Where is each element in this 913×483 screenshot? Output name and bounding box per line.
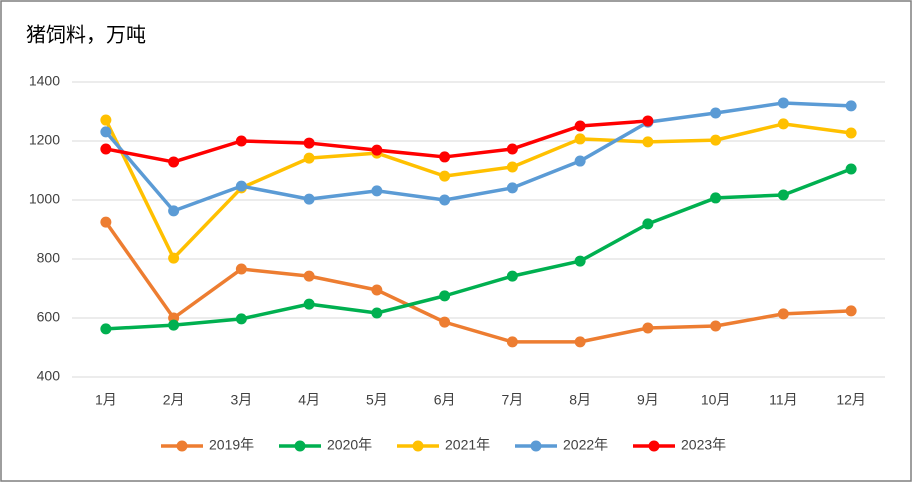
legend-marker: [176, 440, 188, 452]
point: [100, 114, 112, 126]
point: [235, 263, 247, 275]
legend-label: 2020年: [327, 437, 372, 453]
point: [439, 170, 451, 182]
point: [710, 107, 722, 119]
x-tick-label: 5月: [366, 392, 388, 408]
y-tick-label: 400: [37, 368, 61, 384]
point: [371, 284, 383, 296]
point: [235, 313, 247, 325]
point: [642, 115, 654, 127]
x-tick-label: 2月: [163, 392, 185, 408]
point: [371, 185, 383, 197]
x-tick-label: 7月: [501, 392, 523, 408]
x-tick-label: 3月: [230, 392, 252, 408]
point: [845, 305, 857, 317]
point: [235, 135, 247, 147]
series-line: [105, 167, 852, 331]
point: [642, 322, 654, 334]
point: [710, 320, 722, 332]
point: [506, 182, 518, 194]
point: [845, 100, 857, 112]
point: [168, 205, 180, 217]
y-tick-label: 1400: [29, 73, 60, 89]
point: [439, 151, 451, 163]
point: [303, 152, 315, 164]
point: [168, 252, 180, 264]
legend-marker: [530, 440, 542, 452]
point: [303, 193, 315, 205]
legend-label: 2023年: [681, 437, 726, 453]
point: [845, 163, 857, 175]
y-tick-label: 600: [37, 309, 61, 325]
point: [710, 192, 722, 204]
series-line: [104, 101, 852, 213]
x-tick-label: 1月: [95, 392, 117, 408]
point: [439, 194, 451, 206]
x-tick-label: 12月: [836, 392, 866, 408]
point: [235, 180, 247, 192]
legend-marker: [412, 440, 424, 452]
x-tick-label: 10月: [701, 392, 731, 408]
legend-label: 2019年: [209, 437, 254, 453]
point: [100, 323, 112, 335]
point: [506, 143, 518, 155]
series-line: [104, 221, 852, 344]
point: [642, 136, 654, 148]
point: [168, 319, 180, 331]
point: [100, 216, 112, 228]
point: [777, 189, 789, 201]
x-tick-label: 9月: [637, 392, 659, 408]
legend-label: 2022年: [563, 437, 608, 453]
x-tick-label: 11月: [769, 392, 798, 408]
point: [439, 316, 451, 328]
point: [303, 137, 315, 149]
point: [777, 97, 789, 109]
y-tick-label: 1200: [29, 132, 60, 148]
x-tick-label: 4月: [298, 392, 320, 408]
point: [100, 126, 112, 138]
y-tick-label: 1000: [29, 191, 60, 207]
point: [371, 307, 383, 319]
x-tick-label: 6月: [434, 392, 456, 408]
point: [100, 143, 112, 155]
point: [574, 336, 586, 348]
point: [574, 255, 586, 267]
point: [574, 133, 586, 145]
point: [506, 161, 518, 173]
point: [303, 298, 315, 310]
point: [506, 336, 518, 348]
point: [642, 218, 654, 230]
series-line: [104, 119, 852, 260]
chart-title: 猪饲料，万吨: [26, 23, 146, 46]
legend-marker: [648, 440, 660, 452]
y-tick-label: 800: [37, 250, 61, 266]
point: [168, 156, 180, 168]
x-tick-label: 8月: [569, 392, 591, 408]
point: [574, 155, 586, 167]
point: [777, 308, 789, 320]
point: [439, 290, 451, 302]
point: [710, 134, 722, 146]
point: [303, 270, 315, 282]
legend-label: 2021年: [445, 437, 490, 453]
point: [371, 144, 383, 156]
legend-marker: [294, 440, 306, 452]
point: [845, 127, 857, 139]
point: [777, 118, 789, 130]
point: [506, 270, 518, 282]
point: [574, 120, 586, 132]
